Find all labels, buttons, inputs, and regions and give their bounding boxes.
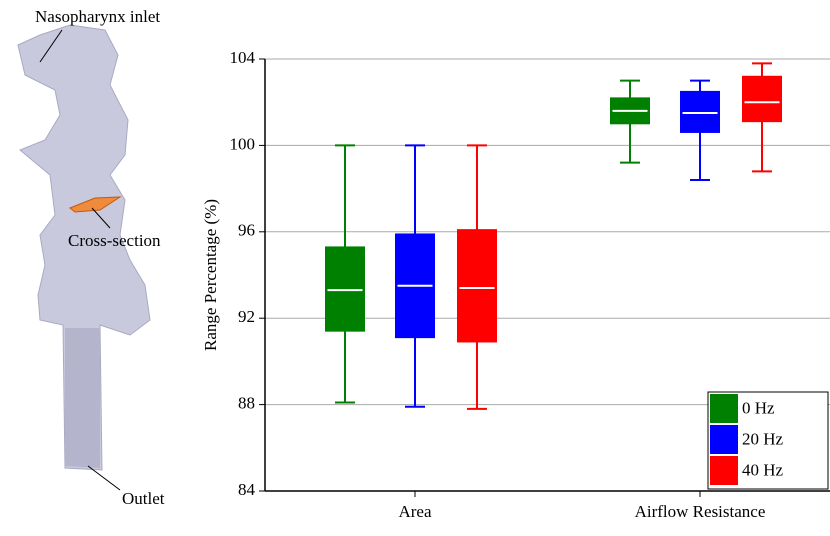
legend-label: 20 Hz [742,429,784,448]
box [457,229,497,343]
cross-section-label: Cross-section [68,231,161,250]
inlet-label: Nasopharynx inlet [35,7,160,26]
outlet-tube [65,328,100,468]
legend-label: 40 Hz [742,460,784,479]
leader-line [87,465,121,491]
cross-section-shape [69,196,122,213]
airway-shape [17,24,151,471]
y-tick-label: 92 [238,307,255,326]
airway-illustration: Nasopharynx inlet Cross-section Outlet [17,7,165,508]
y-tick-label: 100 [230,134,256,153]
legend-swatch [710,456,738,485]
legend-label: 0 Hz [742,398,775,417]
y-axis-label: Range Percentage (%) [201,199,220,351]
leader-line [39,29,63,63]
legend-swatch [710,394,738,423]
x-tick-label: Area [398,502,431,521]
y-tick-label: 84 [238,480,256,499]
outlet-label: Outlet [122,489,165,508]
box [680,90,720,133]
x-tick-label: Airflow Resistance [635,502,766,521]
box [325,246,365,332]
legend-swatch [710,425,738,454]
y-tick-label: 96 [238,221,255,240]
box [742,75,782,123]
leader-line [91,207,111,229]
y-tick-label: 104 [230,48,256,67]
y-tick-label: 88 [238,394,255,413]
